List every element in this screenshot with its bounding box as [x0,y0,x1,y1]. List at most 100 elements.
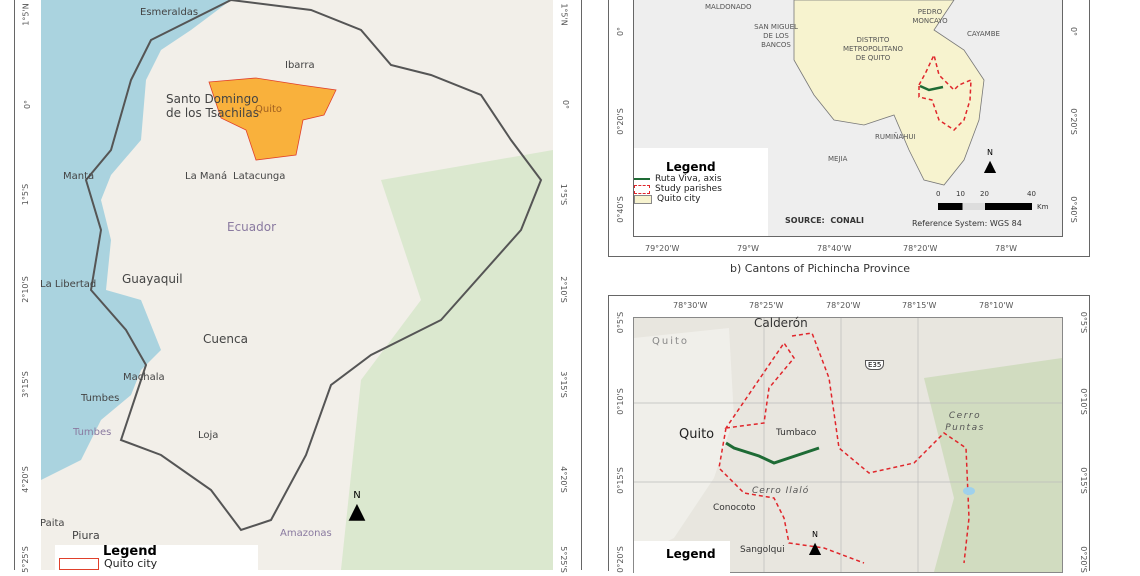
scale-label: 40 [1027,190,1036,198]
place-label: Tumbaco [776,428,817,438]
study-area-map-canvas [633,317,1063,573]
ruta-viva-axis [725,441,820,465]
lat-tick: 0°5'S [616,311,626,334]
lon-tick: 78°25'W [749,301,784,310]
legend-panel-c: Legend [634,541,730,576]
canton-label: PEDRO MONCAYO [912,8,948,25]
lagoon [963,487,975,495]
quito-city-area [793,0,985,186]
lat-tick-right: 0°40'S [1068,196,1078,223]
panel-c-study-area-map [608,295,1090,573]
quito-city-area [208,77,337,161]
place-label: Quito [255,104,283,115]
study-parishes-outline [918,52,972,131]
city-area-label: Quito [652,336,690,347]
place-label: Ibarra [285,60,315,71]
canton-label: SAN MIGUEL DE LOS BANCOS [754,23,798,49]
lat-tick: 0°40'S [615,196,625,223]
region-label: Tumbes [73,427,112,438]
lat-tick-right: 5°25'S [558,546,568,573]
scale-unit: Km [1037,203,1049,211]
lat-tick: 0°10'S [615,388,625,415]
lat-tick-right: 0°15'S [1078,467,1088,494]
lat-tick-right: 0° [1069,26,1079,37]
lat-tick: 4°20'S [20,466,30,493]
lat-tick: 0°15'S [615,467,625,494]
reference-system-text: Reference System: WGS 84 [912,219,1022,228]
lat-tick-right: 2°10'S [558,276,568,303]
legend-swatch [59,558,99,570]
ecuador-map-canvas [41,0,553,570]
north-label: N [812,530,818,539]
forested-slopes [924,358,1062,572]
legend-title: Legend [666,160,716,174]
lat-tick: 0°20'S [615,108,625,135]
lat-tick: 3°15'S [20,371,30,398]
lon-tick: 78°40'W [817,244,852,253]
lon-tick: 78°15'W [902,301,937,310]
lat-tick: 1°5'S [21,183,31,206]
country-label: Ecuador [227,220,277,234]
lon-tick: 78°20'W [903,244,938,253]
scale-bar-segments [938,203,1032,210]
lat-tick-right: 0°20'S [1068,108,1078,135]
lat-tick-right: 0°5'S [1079,311,1089,334]
north-label: N [987,148,993,157]
place-label: Latacunga [233,171,286,182]
lon-tick: 78°10'W [979,301,1014,310]
ecuador-border [84,0,543,532]
road-shield-e35: E35 [865,360,885,370]
legend-line-swatch [634,178,650,180]
panel-b-caption: b) Cantons of Pichincha Province [730,262,911,275]
lat-tick-right: 0°20'S [1078,546,1088,573]
place-label: Cuenca [203,332,248,346]
quito-urban-area [634,328,734,558]
place-label: Calderón [754,316,808,330]
lat-tick: 1°5'N [21,3,31,26]
lat-tick-right: 1°5'S [559,183,569,206]
ruta-viva-axis [919,84,944,92]
region-label: Amazonas [280,528,332,539]
lat-tick: 0° [616,26,626,37]
place-label: Guayaquil [122,272,183,286]
legend-title: Legend [666,547,716,561]
canton-label: MEJIA [828,155,848,163]
place-label: La Maná [185,171,228,182]
legend-label: Quito city [657,194,701,204]
lat-tick-right: 1°5'N [559,3,569,26]
legend-panel-b: Legend Ruta Viva, axis Study parishes Qu… [634,148,768,236]
legend-label: Ruta Viva, axis [655,174,722,184]
study-parishes-outline [718,332,970,564]
place-label: Esmeraldas [140,7,199,18]
lat-tick: 0°20'S [615,546,625,573]
place-label: Conocoto [713,503,756,513]
north-arrow-icon: N ▲ [348,490,366,524]
scale-label: 10 [956,190,965,198]
legend-item-quito-city: Quito city [634,194,768,204]
scale-label: 20 [980,190,989,198]
lat-tick: 2°10'S [20,276,30,303]
north-label: N [353,490,361,501]
place-label: Manta [63,171,95,182]
place-label: Piura [72,529,100,542]
lat-tick-right: 4°20'S [558,466,568,493]
lon-tick: 78°20'W [826,301,861,310]
scale-label: 0 [936,190,941,198]
lat-tick-right: 3°15'S [558,371,568,398]
legend-item-quito-city: Quito city [59,558,258,570]
legend-label: Quito city [104,557,158,570]
legend-swatch [634,194,652,204]
source-text: SOURCE: CONALI [785,216,864,225]
lat-tick-right: 0° [561,99,571,110]
place-label: Tumbes [81,393,120,404]
peak-label: Cerro Ilaló [752,486,810,496]
lon-tick: 78°30'W [673,301,708,310]
legend-item-ruta-viva: Ruta Viva, axis [634,174,768,184]
canton-label: CAYAMBE [967,30,1000,38]
lat-tick: 5°25'S [20,546,30,573]
place-label: Machala [123,372,165,383]
canton-label: DISTRITO METROPOLITANO DE QUITO [842,36,904,62]
place-label: Sangolqui [740,545,785,555]
peak-label: Cerro Puntas [945,411,985,433]
panel-a-ecuador-map: 1°5'N 0° 1°5'S 2°10'S 3°15'S 4°20'S 5°25… [14,0,582,573]
